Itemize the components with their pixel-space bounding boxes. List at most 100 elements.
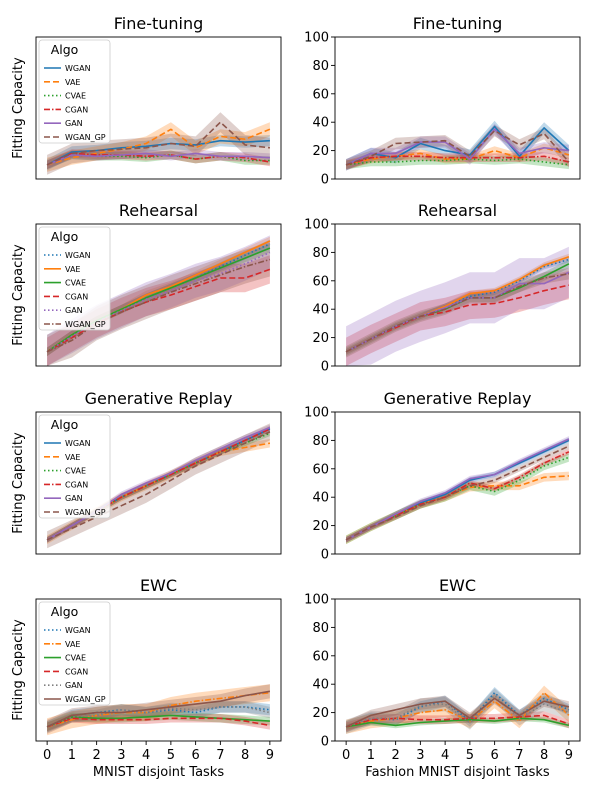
- series-band-cvae: [346, 154, 569, 170]
- axes-frame: [334, 411, 581, 555]
- legend-box: [38, 414, 111, 519]
- x-tick-label: 7: [515, 748, 523, 763]
- series-line-gan: [345, 438, 570, 541]
- series-line-gan: [345, 271, 570, 353]
- legend-label-wgan: WGAN: [65, 64, 91, 73]
- x-tick-label: 8: [540, 748, 548, 763]
- series-band-gan: [47, 701, 270, 733]
- x-tick-label: 5: [167, 748, 175, 763]
- subplot-4: Generative Replay Fitting Capacity Algo WGA…: [11, 389, 282, 555]
- legend-label-cvae: CVAE: [65, 92, 86, 101]
- legend-label-cgan: CGAN: [65, 480, 88, 489]
- series-line-cvae: [345, 717, 570, 728]
- y-tick-label: 100: [304, 406, 329, 421]
- legend-box: [38, 226, 111, 331]
- series-line-cgan: [345, 451, 570, 541]
- subplot-title: EWC: [439, 576, 476, 595]
- series-band-vae: [47, 122, 270, 172]
- y-tick-label: 80: [312, 621, 329, 636]
- subplot-2: Rehearsal Fitting Capacity Algo WGAN VAE CVAE…: [11, 201, 282, 367]
- legend-label-wgan: WGAN: [65, 439, 91, 448]
- subplot-title: Generative Replay: [85, 389, 233, 408]
- series-band-wgan: [346, 256, 569, 355]
- y-tick-label: 20: [312, 144, 329, 159]
- legend-label-cgan: CGAN: [65, 105, 88, 114]
- series-line-wgan_gp: [46, 121, 270, 166]
- x-tick-label: 5: [466, 748, 474, 763]
- legend-label-wgan: WGAN: [65, 626, 91, 635]
- series-band-gan: [346, 436, 569, 543]
- x-tick-label: 2: [92, 748, 100, 763]
- x-axis-label: MNIST disjoint Tasks: [93, 765, 224, 780]
- series-line-wgan: [345, 691, 570, 728]
- series-band-cgan: [47, 255, 270, 366]
- series-band-cvae: [47, 430, 270, 543]
- series-line-wgan_gp: [345, 445, 570, 541]
- x-tick-label: 3: [117, 748, 125, 763]
- x-tick-label: 9: [565, 748, 573, 763]
- legend-label-vae: VAE: [65, 78, 81, 87]
- x-tick-label: 1: [68, 748, 76, 763]
- series-band-cgan: [346, 270, 569, 366]
- series-band-cvae: [47, 711, 270, 732]
- series-line-wgan: [345, 125, 570, 166]
- y-tick-label: 20: [312, 331, 329, 346]
- series-line-wgan_gp: [46, 431, 271, 541]
- y-tick-label: 20: [312, 519, 329, 534]
- series-band-wgan_gp: [47, 112, 270, 175]
- legend-label-gan: GAN: [65, 494, 83, 503]
- series-band-wgan: [346, 120, 569, 171]
- y-tick-label: 0: [321, 735, 329, 750]
- series-band-wgan: [346, 437, 569, 543]
- y-tick-label: 0: [321, 360, 329, 375]
- series-band-wgan: [47, 135, 270, 171]
- y-tick-label: 80: [312, 434, 329, 449]
- axes-frame: [35, 411, 282, 555]
- x-tick-label: 0: [43, 748, 51, 763]
- axes-frame: [334, 598, 581, 742]
- axes-frame: [334, 223, 581, 367]
- subplot-1: Fine-tuning 0 20 40 60 80 100: [304, 14, 581, 188]
- y-tick-label: 100: [304, 593, 329, 608]
- y-tick-label: 100: [304, 218, 329, 233]
- legend: Algo WGAN VAE CVAE CGAN GAN WGAN_GP: [38, 414, 111, 519]
- legend: Algo WGAN VAE CVAE CGAN GAN WGAN_GP: [38, 601, 111, 706]
- y-axis-label: Fitting Capacity: [11, 432, 26, 534]
- axes-frame: [334, 36, 581, 180]
- series-line-wgan_gp: [345, 129, 570, 166]
- subplot-title: Fine-tuning: [114, 14, 204, 33]
- legend-label-gan: GAN: [65, 119, 83, 128]
- y-tick-label: 60: [312, 462, 329, 477]
- series-line-wgan_gp: [345, 697, 570, 728]
- x-axis-label: Fashion MNIST disjoint Tasks: [365, 765, 550, 780]
- legend-box: [38, 39, 111, 144]
- axes-frame: [35, 598, 282, 742]
- y-tick-label: 0: [321, 548, 329, 563]
- x-tick-label: 4: [441, 748, 449, 763]
- legend-title: Algo: [51, 604, 79, 619]
- x-tick-label: 7: [216, 748, 224, 763]
- y-tick-label: 40: [312, 116, 329, 131]
- x-tick-label: 8: [241, 748, 249, 763]
- y-tick-label: 0: [321, 173, 329, 188]
- x-tick-label: 6: [490, 748, 498, 763]
- y-tick-label: 40: [312, 678, 329, 693]
- subplot-0: Fine-tuning Fitting Capacity Algo WGAN VAE CV…: [11, 14, 282, 180]
- legend-title: Algo: [51, 417, 79, 432]
- legend-label-cgan: CGAN: [65, 292, 88, 301]
- y-tick-label: 40: [312, 303, 329, 318]
- subplot-title: Rehearsal: [119, 201, 198, 220]
- x-tick-label: 0: [342, 748, 350, 763]
- legend-label-vae: VAE: [65, 265, 81, 274]
- subplot-title: Generative Replay: [384, 389, 532, 408]
- y-tick-label: 80: [312, 59, 329, 74]
- y-tick-label: 60: [312, 649, 329, 664]
- legend: Algo WGAN VAE CVAE CGAN GAN WGAN_GP: [38, 226, 111, 331]
- x-tick-label: 2: [391, 748, 399, 763]
- series-line-gan: [46, 152, 270, 166]
- legend: Algo WGAN VAE CVAE CGAN GAN WGAN_GP: [38, 39, 111, 144]
- y-tick-label: 20: [312, 706, 329, 721]
- subplot-7: EWC 0 20 40 60 80 100 0 1 2 3 4 5 6 7 8 9 Fashion MNIST d…: [304, 576, 581, 780]
- y-tick-label: 60: [312, 87, 329, 102]
